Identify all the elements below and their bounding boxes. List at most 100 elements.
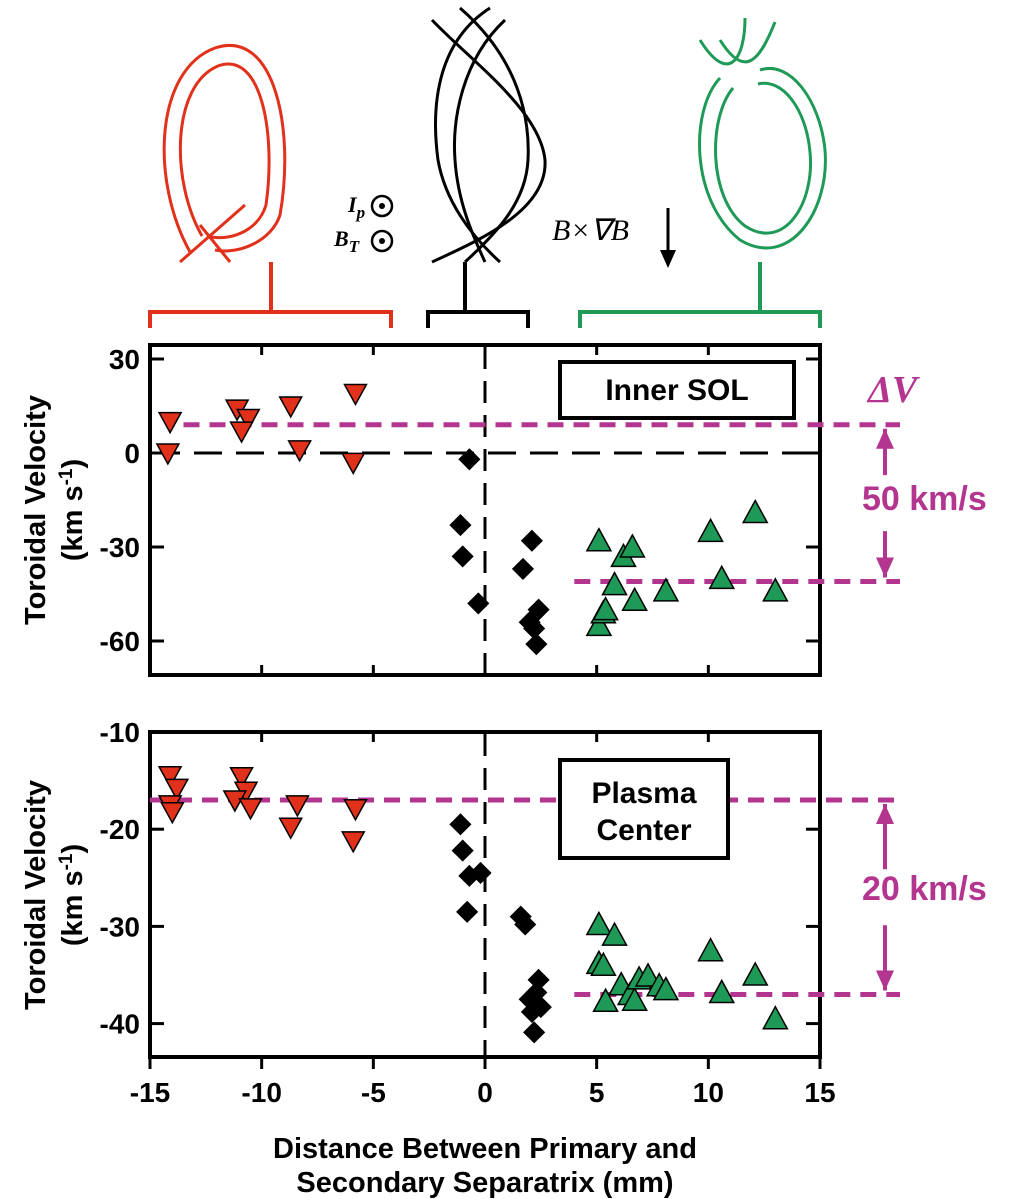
- ip-out-of-page-icon: [370, 194, 394, 218]
- y-tick-label: -10: [100, 717, 140, 748]
- svg-text:Ip: Ip: [347, 192, 365, 222]
- data-point-triangle-down: [235, 408, 261, 432]
- data-point-triangle-down: [238, 798, 263, 821]
- data-point-triangle-up: [762, 1005, 789, 1030]
- bt-out-of-page-icon: [370, 229, 394, 253]
- axis-ticks: -10 -20 -30 -40 -15 -10 -5 0 5 10 15: [100, 717, 836, 1108]
- data-point-triangle-down: [278, 396, 303, 419]
- arrow-head-icon: [876, 428, 894, 449]
- y-axis-unit: (km s-1): [56, 844, 89, 946]
- data-point-diamond: [511, 557, 535, 580]
- lsn-bracket: [148, 262, 393, 328]
- y-tick-label: -30: [100, 532, 140, 563]
- x-tick-label: 15: [804, 1077, 835, 1108]
- data-point-diamond: [458, 448, 481, 471]
- data-points: [157, 765, 789, 1044]
- data-point-triangle-down: [229, 766, 254, 790]
- usn-bracket: [578, 262, 822, 328]
- bt-label: BT: [333, 226, 394, 256]
- arrow-head-icon: [876, 804, 894, 825]
- data-point-triangle-down: [229, 421, 254, 444]
- y-tick-label: 30: [109, 344, 140, 375]
- delta-annotation: [876, 428, 894, 578]
- delta-value-label: 20 km/s: [862, 870, 987, 908]
- data-point-triangle-down: [157, 765, 183, 789]
- data-point-triangle-down: [340, 452, 366, 475]
- y-tick-label: -30: [100, 911, 140, 942]
- data-point-triangle-down: [343, 799, 368, 822]
- data-point-diamond: [451, 839, 474, 862]
- data-point-triangle-down: [343, 383, 368, 407]
- panel-inner-sol: 30 0 -30 -60 Inner SOL Toroidal Velocity (k…: [20, 343, 987, 677]
- drift-arrow-icon: [660, 208, 676, 268]
- ip-label: Ip: [347, 192, 394, 222]
- x-tick-label: -10: [241, 1077, 281, 1108]
- dn-bracket: [426, 262, 530, 328]
- reference-lines: [183, 422, 900, 584]
- data-points: [155, 383, 789, 656]
- data-point-triangle-down: [340, 831, 366, 854]
- y-axis-label: Toroidal Velocity: [20, 780, 52, 1010]
- y-tick-label: -40: [100, 1009, 140, 1040]
- data-point-triangle-up: [601, 571, 628, 596]
- svg-text:Center: Center: [596, 814, 691, 847]
- delta-value-label: 50 km/s: [862, 480, 987, 518]
- box-label: Inner SOL: [558, 360, 796, 420]
- data-point-diamond: [449, 514, 472, 537]
- data-point-triangle-up: [708, 564, 735, 590]
- y-tick-label: -20: [100, 814, 140, 845]
- y-tick-label: -60: [100, 626, 140, 657]
- data-point-diamond: [527, 598, 550, 621]
- data-point-triangle-up: [697, 517, 724, 543]
- dn-shape-icon: [430, 6, 547, 264]
- box-label: Plasma Center: [558, 758, 730, 860]
- arrow-head-icon: [876, 970, 894, 991]
- data-point-diamond: [523, 1021, 546, 1044]
- lsn-shape-icon: [162, 44, 287, 264]
- x-tick-label: 5: [589, 1077, 605, 1108]
- x-axis-label-line2: Secondary Separatrix (mm): [296, 1167, 673, 1199]
- data-point-triangle-up: [592, 596, 619, 621]
- data-point-triangle-up: [590, 951, 617, 977]
- data-point-diamond: [520, 1000, 543, 1023]
- svg-text:BT: BT: [333, 226, 360, 256]
- delta-v-symbol: ΔV: [866, 369, 920, 411]
- data-point-triangle-down: [285, 795, 310, 818]
- data-point-triangle-down: [155, 443, 181, 466]
- data-point-triangle-up: [621, 586, 648, 612]
- svg-text:Inner SOL: Inner SOL: [605, 374, 748, 407]
- data-point-triangle-down: [157, 411, 183, 435]
- top-shapes: Ip BT B×∇B: [148, 6, 827, 328]
- delta-annotation: [876, 804, 894, 991]
- data-point-triangle-up: [585, 910, 613, 936]
- data-point-triangle-up: [592, 987, 619, 1012]
- data-point-triangle-up: [762, 577, 789, 602]
- data-point-diamond: [520, 529, 543, 552]
- data-point-diamond: [469, 861, 492, 885]
- data-point-triangle-up: [741, 961, 769, 986]
- data-point-triangle-up: [601, 921, 628, 946]
- data-point-triangle-down: [164, 778, 190, 801]
- data-point-diamond: [525, 633, 548, 656]
- arrow-head-icon: [876, 557, 894, 578]
- data-point-triangle-up: [652, 577, 680, 602]
- panel-plasma-center: -10 -20 -30 -40 -15 -10 -5 0 5 10 15 Plasma Center…: [20, 717, 987, 1199]
- data-point-diamond: [467, 592, 490, 615]
- data-point-triangle-up: [585, 527, 613, 552]
- data-point-diamond: [456, 900, 479, 923]
- data-point-triangle-up: [652, 976, 680, 1001]
- x-tick-label: 0: [477, 1077, 493, 1108]
- data-point-triangle-down: [287, 440, 312, 463]
- data-point-triangle-down: [160, 801, 185, 825]
- y-axis-label: Toroidal Velocity: [20, 395, 52, 625]
- x-tick-label: -5: [361, 1077, 386, 1108]
- y-tick-label: 0: [124, 438, 140, 469]
- x-tick-label: 10: [693, 1077, 724, 1108]
- data-point-triangle-down: [278, 817, 303, 840]
- data-point-triangle-up: [585, 611, 613, 637]
- data-point-triangle-up: [697, 937, 724, 962]
- data-point-diamond: [451, 545, 474, 568]
- y-axis-unit: (km s-1): [56, 459, 89, 561]
- data-point-diamond: [449, 813, 472, 836]
